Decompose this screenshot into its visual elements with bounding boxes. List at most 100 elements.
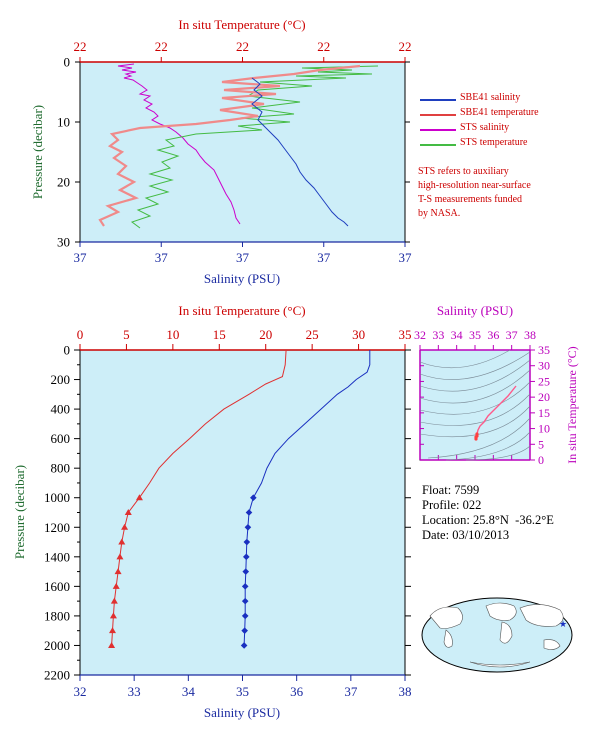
top-sal-tick-label: 37	[74, 250, 88, 265]
main-pressure-tick-label: 1200	[44, 520, 70, 535]
float-line: Float: 7599	[422, 483, 479, 498]
ts-temp-axis-title: In situ Temperature (°C)	[565, 346, 579, 463]
legend-sts-salinity: STS salinity	[460, 122, 510, 133]
top-series	[98, 63, 379, 229]
main-temp-axis-title: In situ Temperature (°C)	[178, 303, 305, 318]
location-label: Location:	[422, 513, 470, 527]
top-sal-ticks: 37 37 37 37 37	[74, 242, 412, 265]
date-value: 03/10/2013	[452, 528, 510, 542]
salinity-point	[250, 494, 257, 502]
ts-temp-tick-label: 30	[538, 359, 550, 373]
main-series	[108, 349, 371, 649]
top-sal-tick-label: 37	[155, 250, 169, 265]
salinity-point	[241, 597, 249, 605]
sbe41-salinity-profile	[243, 350, 371, 646]
main-temp-tick-label: 5	[123, 327, 130, 342]
ts-temp-tick-label: 25	[538, 374, 550, 388]
main-temp-tick-label: 10	[166, 327, 179, 342]
ts-sal-tick-label: 36	[487, 328, 499, 342]
main-pressure-tick-label: 800	[51, 461, 71, 476]
density-contours	[419, 349, 531, 461]
ts-temp-tick-label: 0	[538, 453, 544, 467]
main-temp-tick-label: 35	[399, 327, 412, 342]
main-pressure-tick-label: 400	[51, 402, 71, 417]
ts-inset: Salinity (PSU) In situ Temperature (°C) …	[414, 303, 579, 467]
legend-swatch-sbe41-salinity	[420, 99, 456, 101]
location-line: Location: 25.8°N -36.2°E	[422, 513, 554, 528]
main-sal-axis-title: Salinity (PSU)	[204, 705, 280, 720]
main-sal-tick-label: 37	[344, 684, 358, 699]
location-value: 25.8°N -36.2°E	[473, 513, 554, 527]
main-temp-ticks: 0 5 10 15 20 25 30 35	[77, 327, 412, 350]
date-line: Date: 03/10/2013	[422, 528, 509, 543]
main-temp-tick-label: 0	[77, 327, 84, 342]
main-sal-tick-label: 35	[236, 684, 249, 699]
legend-sts-temperature: STS temperature	[460, 137, 528, 148]
main-temp-tick-label: 15	[213, 327, 226, 342]
top-sal-axis-title: Salinity (PSU)	[204, 271, 280, 286]
date-label: Date:	[422, 528, 450, 542]
main-sal-tick-label: 33	[128, 684, 141, 699]
main-temp-tick-label: 25	[306, 327, 319, 342]
sbe41-temperature-line	[98, 64, 361, 227]
sbe41-salinity-line	[251, 77, 349, 227]
top-temp-tick-label: 22	[399, 39, 412, 54]
sts-note-line-4: by NASA.	[418, 208, 461, 219]
ts-sal-tick-label: 35	[469, 328, 481, 342]
profile-label: Profile:	[422, 498, 460, 512]
sts-temperature-line	[130, 65, 379, 229]
main-panel: In situ Temperature (°C) Salinity (PSU) …	[12, 303, 412, 720]
ts-temp-tick-label: 5	[538, 437, 544, 451]
ts-sal-tick-label: 38	[524, 328, 536, 342]
main-plot-area	[79, 349, 406, 676]
ts-temp-tick-label: 35	[538, 343, 550, 357]
main-pressure-tick-label: 200	[51, 372, 71, 387]
ts-sal-tick-label: 34	[451, 328, 463, 342]
top-sal-tick-label: 37	[317, 250, 331, 265]
top-panel: In situ Temperature (°C) Salinity (PSU) …	[30, 17, 412, 286]
salinity-point	[242, 553, 250, 561]
main-pressure-tick-label: 1600	[44, 579, 70, 594]
temperature-point	[110, 597, 118, 604]
main-pressure-tick-label: 2200	[44, 668, 70, 683]
main-sal-tick-label: 38	[399, 684, 412, 699]
main-pressure-tick-label: 2000	[44, 638, 70, 653]
temperature-point	[124, 509, 132, 515]
main-pressure-tick-label: 1000	[44, 490, 70, 505]
legend-swatch-sts-salinity	[420, 129, 456, 131]
main-pressure-ticks: 0 200 400 600 800 1000 1200 1400 1600 1800 2000 220…	[44, 343, 411, 683]
top-temp-tick-label: 22	[74, 39, 87, 54]
temperature-point	[109, 612, 117, 619]
top-temp-tick-label: 22	[236, 39, 249, 54]
float-value: 7599	[454, 483, 480, 497]
main-temp-tick-label: 20	[259, 327, 272, 342]
temperature-point	[108, 641, 116, 648]
top-pressure-tick-label: 10	[57, 115, 70, 130]
salinity-point	[241, 627, 248, 634]
main-pressure-tick-label: 0	[64, 343, 71, 358]
top-pressure-tick-label: 30	[57, 235, 70, 250]
ts-profile-line	[475, 385, 517, 439]
top-sal-tick-label: 37	[236, 250, 250, 265]
ts-sal-axis-title: Salinity (PSU)	[437, 303, 513, 318]
legend-swatch-sts-temperature	[420, 144, 456, 146]
float-label: Float:	[422, 483, 452, 497]
main-sal-tick-label: 32	[74, 684, 87, 699]
temperature-point	[114, 568, 122, 575]
salinity-point	[241, 612, 249, 620]
ts-sal-tick-label: 33	[432, 328, 444, 342]
legend-sbe41-salinity: SBE41 salinity	[460, 92, 521, 103]
ts-profile-markers	[474, 432, 479, 441]
salinity-point	[244, 523, 252, 531]
salinity-point	[245, 509, 253, 516]
sts-salinity-line	[117, 63, 241, 225]
sts-note-line-3: T-S measurements funded	[418, 194, 523, 205]
main-pressure-tick-label: 600	[51, 431, 71, 446]
ts-temp-tick-label: 20	[538, 390, 550, 404]
main-temp-tick-label: 30	[352, 327, 365, 342]
top-temp-ticks: 22 22 22 22 22	[74, 39, 412, 62]
top-pressure-tick-label: 20	[57, 175, 70, 190]
salinity-point	[240, 642, 248, 649]
